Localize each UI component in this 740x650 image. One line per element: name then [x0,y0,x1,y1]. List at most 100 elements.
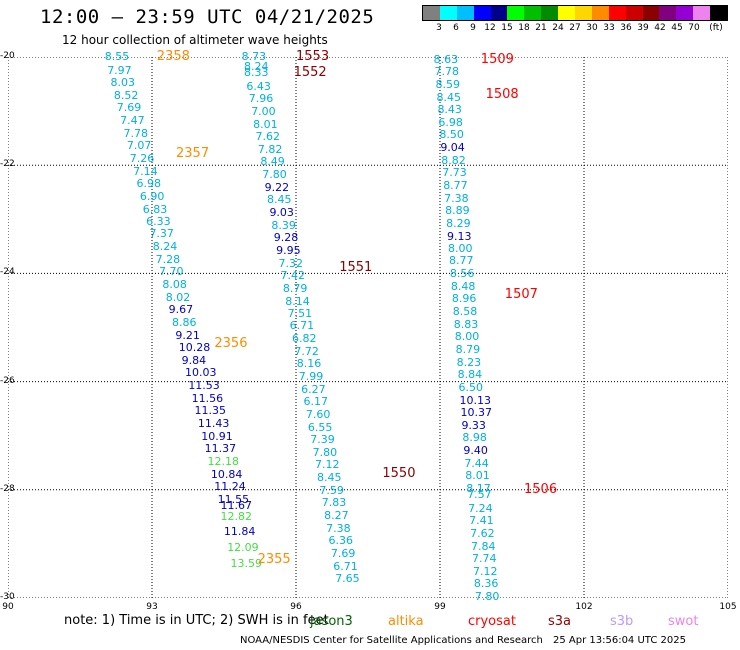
legend-label: 70 [688,23,700,33]
wave-height-value: 7.62 [255,130,281,144]
wave-height-value: 11.84 [223,524,256,538]
legend-label: 9 [470,23,476,33]
wave-height-value: 7.80 [262,167,287,181]
wave-height-value: 10.84 [210,467,243,481]
generation-timestamp: 25 Apr 13:56:04 UTC 2025 [553,635,686,646]
wave-height-value: 7.73 [442,166,467,180]
wave-height-value: 6.71 [289,319,315,333]
wave-height-value: 8.45 [316,470,342,484]
wave-height-value: 7.41 [469,514,494,528]
wave-height-value: 8.08 [162,278,187,292]
wave-height-value: 9.95 [276,243,301,257]
wave-height-value: 11.53 [188,378,220,392]
wave-height-value: 8.98 [462,431,487,445]
wave-height-value: 7.72 [294,344,319,358]
y-tick-label: -26 [0,375,15,386]
y-tick-label: -28 [0,483,15,494]
wave-height-value: 6.27 [301,382,326,396]
footer-note: note: 1) Time is in UTC; 2) SWH is in fe… [64,613,329,628]
legend-swatch [575,6,592,20]
wave-height-value: 7.97 [107,63,132,77]
legend-label: 27 [569,23,581,33]
wave-height-value: 6.71 [333,559,358,573]
wave-height-value: 8.00 [454,330,480,344]
wave-height-value: 7.65 [335,572,360,586]
pass-time-label: 2355 [257,552,291,568]
legend-swatch [558,6,576,20]
wave-height-value: 10.91 [201,429,233,443]
legend-swatch [591,6,609,20]
wave-height-value: 8.89 [445,204,470,218]
wave-height-value: 7.00 [251,105,276,119]
wave-height-value: 7.78 [434,65,460,79]
wave-height-value: 7.59 [319,483,344,497]
legend-label: 24 [552,23,564,33]
wave-height-value: 8.63 [433,52,459,66]
wave-height-value: 12.09 [227,541,259,555]
wave-height-value: 7.44 [464,456,489,470]
wave-height-value: 8.39 [271,218,296,232]
wave-height-value: 10.13 [459,393,492,407]
legend-label: 21 [535,23,547,33]
wave-height-value: 7.57 [467,488,492,502]
wave-height-value: 7.70 [159,265,184,279]
chart-subtitle: 12 hour collection of altimeter wave hei… [62,33,328,47]
color-scale-legend [422,5,728,21]
wave-height-value: 11.55 [217,492,250,506]
wave-height-value: 7.99 [298,370,324,384]
y-tick-label: -22 [0,159,15,170]
wave-height-value: 8.59 [435,78,461,92]
wave-height-value: 7.51 [287,306,313,320]
legend-swatch [456,6,474,20]
y-tick-label: -30 [0,592,15,602]
legend-swatch [490,6,508,20]
wave-height-value: 9.22 [264,180,290,194]
legend-label: 33 [603,23,615,33]
legend-swatch [710,6,728,20]
wave-height-value: 12.18 [207,454,240,468]
wave-height-value: 8.73 [241,50,267,63]
legend-label: 30 [586,23,598,33]
wave-height-value: 8.96 [451,292,477,306]
wave-height-value: 9.84 [181,354,207,368]
wave-height-value: 13.59 [230,557,263,571]
legend-label: 45 [671,23,683,33]
wave-height-value: 8.24 [244,59,269,73]
y-tick-label: -20 [0,51,15,61]
legend-label: 15 [501,23,513,33]
legend-label: 39 [637,23,649,33]
wave-height-value: 7.37 [149,227,174,241]
wave-height-value: 11.24 [214,480,246,494]
wave-height-value: 12.82 [220,509,252,523]
wave-height-value: 11.35 [194,404,227,418]
wave-height-value: 6.55 [307,420,333,434]
wave-height-value: 8.01 [465,469,490,483]
wave-height-value: 7.80 [474,589,500,603]
wave-height-value: 8.43 [437,103,462,117]
wave-height-value: 7.42 [280,269,305,283]
satellite-legend-s3b: s3b [610,614,634,629]
wave-height-value: 6.98 [438,116,463,129]
wave-height-value: 11.56 [191,391,224,405]
credit-line: NOAA/NESDIS Center for Satellite Applica… [240,635,543,646]
wave-height-value: 6.36 [328,534,353,548]
wave-height-value: 10.03 [184,366,217,380]
wave-height-value: 8.79 [455,343,481,357]
plot-area [8,57,728,598]
wave-height-value: 8.79 [282,281,308,295]
wave-height-value: 7.39 [310,433,335,447]
wave-height-value: 8.55 [104,50,130,63]
wave-height-value: 8.77 [448,254,474,268]
pass-time-label: 2358 [156,49,190,64]
wave-height-value: 8.45 [267,193,292,207]
wave-height-value: 6.83 [142,202,168,216]
wave-height-value: 7.96 [248,92,274,106]
wave-height-value: 8.50 [439,128,464,142]
wave-height-value: 8.86 [172,316,197,330]
wave-height-value: 7.12 [315,458,340,472]
wave-height-value: 7.32 [278,256,304,270]
wave-height-value: 9.33 [461,418,486,432]
legend-swatch [608,6,626,20]
legend-swatch [423,6,440,20]
wave-height-value: 7.83 [321,496,347,510]
